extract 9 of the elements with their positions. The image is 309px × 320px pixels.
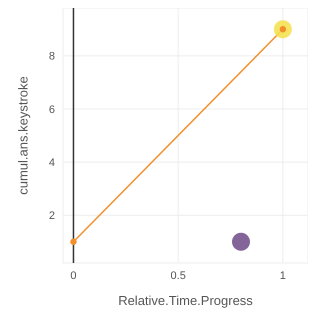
y-tick-label: 8 bbox=[48, 50, 55, 63]
y-tick-label: 4 bbox=[48, 156, 55, 169]
y-tick-label: 2 bbox=[48, 210, 55, 222]
x-tick-label: 0 bbox=[70, 270, 77, 282]
x-tick-label: 1 bbox=[280, 270, 286, 282]
x-tick-label: 0.5 bbox=[170, 270, 186, 282]
y-tick-label: 6 bbox=[48, 104, 55, 116]
y-axis-title: cumul.ans.keystroke bbox=[16, 76, 31, 195]
x-axis-title: Relative.Time.Progress bbox=[118, 293, 254, 308]
